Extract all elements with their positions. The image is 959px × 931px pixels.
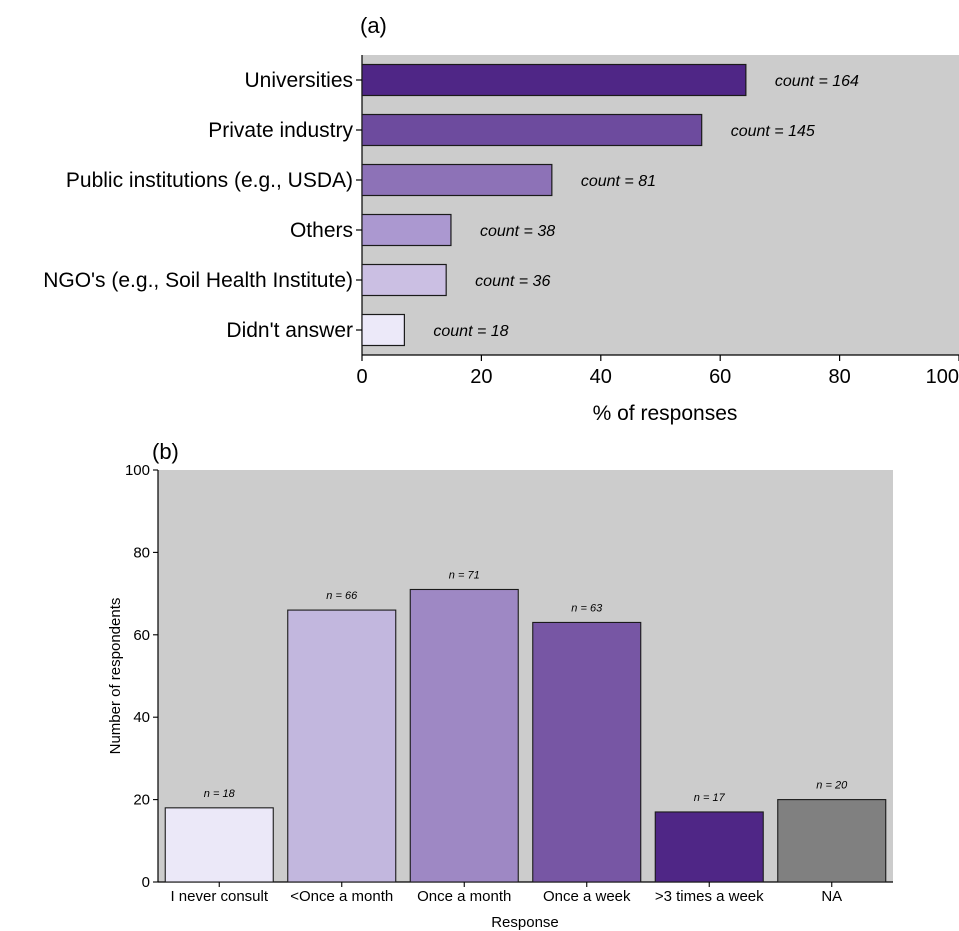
panel-b-bar <box>532 621 642 883</box>
panel-b-y-tick-label: 20 <box>133 792 150 809</box>
panel-a-y-tick-label: Private industry <box>208 119 353 142</box>
panel-a-bar <box>361 313 405 347</box>
panel-a-x-tick-label: 20 <box>470 366 492 388</box>
panel-a-bar <box>361 63 747 97</box>
panel-b-x-tick-label: >3 times a week <box>655 888 764 905</box>
panel-b-data-label: n = 63 <box>571 602 603 614</box>
panel-b-data-label: n = 20 <box>816 780 848 792</box>
panel-a-x-tick-label: 80 <box>828 366 850 388</box>
panel-a-data-label: count = 81 <box>581 173 656 190</box>
panel-b-y-axis-title: Number of respondents <box>107 598 124 755</box>
panel-a-x-tick-label: 100 <box>926 366 959 388</box>
panel-b-bar <box>287 609 397 883</box>
panel-b: (b) n = 18 n = 66 n = 71 n = 63 n = 17 n = 20… <box>107 439 893 931</box>
panel-b-data-label: n = 18 <box>204 788 236 800</box>
panel-b-x-axis-title: Response <box>491 914 559 931</box>
panel-a-bar <box>361 113 703 147</box>
panel-b-bar <box>409 588 519 883</box>
panel-b-y-tick-label: 0 <box>142 874 150 891</box>
panel-a-y-tick-label: Public institutions (e.g., USDA) <box>66 169 353 192</box>
panel-a-y-tick-label: Didn't answer <box>226 319 353 342</box>
panel-b-data-label: n = 66 <box>326 590 358 602</box>
panel-b-y-tick-label: 80 <box>133 544 150 561</box>
panel-a-y-tick-label: Universities <box>244 69 353 92</box>
panel-b-plot-background <box>158 470 893 882</box>
panel-b-y-tick-label: 60 <box>133 627 150 644</box>
panel-b-data-label: n = 17 <box>694 792 726 804</box>
panel-b-bar <box>164 807 274 883</box>
panel-a-data-label: count = 18 <box>433 323 508 340</box>
panel-b-y-tick-label: 100 <box>125 462 150 479</box>
panel-a-x-tick-label: 0 <box>356 366 367 388</box>
panel-a-data-label: count = 36 <box>475 273 550 290</box>
panel-a-data-label: count = 38 <box>480 223 555 240</box>
panel-a-bar <box>361 163 553 197</box>
panel-b-label: (b) <box>152 439 179 464</box>
panel-b-bar <box>654 811 764 883</box>
panel-b-y-tick-label: 40 <box>133 709 150 726</box>
panel-a-plot-background <box>362 55 959 355</box>
panel-a: (a) count = 164 count = 145 count = 81 coun… <box>43 13 959 425</box>
panel-a-x-axis-title: % of responses <box>593 402 738 425</box>
panel-a-y-tick-label: NGO's (e.g., Soil Health Institute) <box>43 269 353 292</box>
panel-b-data-label: n = 71 <box>449 569 480 581</box>
panel-b-x-tick-label: Once a month <box>417 888 511 905</box>
panel-a-data-label: count = 145 <box>731 123 815 140</box>
panel-b-x-tick-label: <Once a month <box>290 888 393 905</box>
panel-a-x-tick-label: 40 <box>590 366 612 388</box>
panel-a-y-tick-label: Others <box>290 219 353 242</box>
panel-a-bar <box>361 263 447 297</box>
panel-a-label: (a) <box>360 13 387 38</box>
panel-a-bar <box>361 213 452 247</box>
panel-b-bar <box>777 799 887 883</box>
panel-b-x-tick-label: NA <box>821 888 842 905</box>
panel-a-data-label: count = 164 <box>775 73 859 90</box>
panel-b-x-tick-label: Once a week <box>543 888 631 905</box>
panel-b-x-tick-label: I never consult <box>170 888 268 905</box>
panel-a-x-tick-label: 60 <box>709 366 731 388</box>
